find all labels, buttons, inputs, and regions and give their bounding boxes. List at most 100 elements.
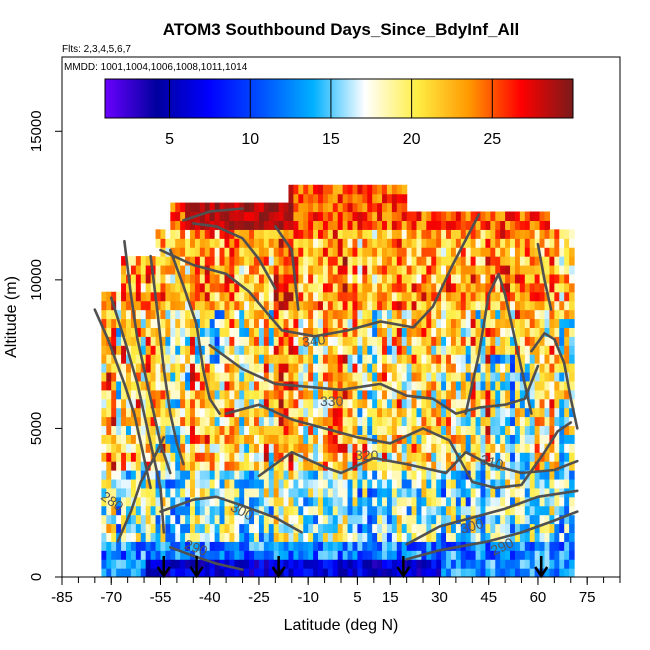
heatmap-cell bbox=[313, 398, 319, 409]
heatmap-cell bbox=[436, 336, 442, 346]
heatmap-cell bbox=[150, 532, 157, 542]
heatmap-cell bbox=[204, 425, 211, 435]
heatmap-cell bbox=[170, 487, 176, 498]
heatmap-cell bbox=[268, 434, 275, 444]
heatmap-cell bbox=[539, 532, 546, 542]
heatmap-cell bbox=[342, 300, 349, 311]
heatmap-cell bbox=[436, 371, 442, 382]
heatmap-cell bbox=[121, 443, 127, 453]
heatmap-cell bbox=[352, 443, 359, 453]
heatmap-cell bbox=[342, 523, 349, 534]
heatmap-cell bbox=[514, 505, 521, 516]
heatmap-cell bbox=[431, 550, 437, 560]
heatmap-cell bbox=[416, 514, 423, 525]
heatmap-cell bbox=[539, 541, 546, 551]
heatmap-cell bbox=[298, 193, 304, 204]
heatmap-cell bbox=[342, 318, 349, 328]
heatmap-cell bbox=[480, 291, 487, 302]
heatmap-cell bbox=[406, 336, 413, 346]
heatmap-cell bbox=[254, 354, 260, 364]
heatmap-cell bbox=[337, 220, 344, 230]
heatmap-cell bbox=[219, 487, 226, 498]
heatmap-cell bbox=[495, 265, 501, 275]
heatmap-cell bbox=[401, 425, 408, 435]
heatmap-cell bbox=[455, 568, 462, 577]
heatmap-cell bbox=[170, 327, 176, 337]
heatmap-cell bbox=[313, 389, 319, 400]
heatmap-cell bbox=[500, 336, 506, 346]
heatmap-cell bbox=[436, 514, 442, 525]
heatmap-cell bbox=[258, 363, 265, 373]
heatmap-cell bbox=[293, 336, 299, 346]
heatmap-cell bbox=[327, 229, 334, 239]
heatmap-cell bbox=[322, 184, 329, 195]
heatmap-cell bbox=[554, 434, 560, 444]
heatmap-cell bbox=[185, 568, 191, 577]
heatmap-cell bbox=[391, 514, 398, 525]
heatmap-cell bbox=[519, 487, 526, 498]
heatmap-cell bbox=[194, 265, 201, 275]
heatmap-cell bbox=[539, 309, 546, 320]
heatmap-cell bbox=[569, 416, 575, 427]
heatmap-cell bbox=[258, 380, 265, 391]
heatmap-cell bbox=[244, 273, 250, 284]
heatmap-cell bbox=[475, 461, 482, 471]
heatmap-cell bbox=[308, 265, 314, 275]
heatmap-cell bbox=[505, 273, 511, 284]
heatmap-cell bbox=[549, 389, 555, 400]
heatmap-cell bbox=[480, 300, 487, 311]
heatmap-cell bbox=[519, 461, 526, 471]
heatmap-cell bbox=[332, 496, 339, 507]
heatmap-cell bbox=[564, 229, 570, 239]
heatmap-cell bbox=[450, 523, 457, 534]
heatmap-cell bbox=[549, 345, 555, 355]
heatmap-cell bbox=[475, 256, 482, 266]
heatmap-cell bbox=[234, 202, 240, 213]
heatmap-cell bbox=[505, 478, 511, 489]
heatmap-cell bbox=[426, 461, 432, 471]
heatmap-cell bbox=[130, 568, 137, 577]
heatmap-cell bbox=[455, 425, 462, 435]
heatmap-cell bbox=[273, 265, 280, 275]
heatmap-cell bbox=[554, 541, 560, 551]
heatmap-cell bbox=[298, 478, 304, 489]
heatmap-cell bbox=[549, 532, 555, 542]
heatmap-cell bbox=[559, 541, 565, 551]
heatmap-cell bbox=[367, 220, 373, 230]
contour-line-300 bbox=[159, 495, 303, 534]
contour-label-340: 340 bbox=[301, 331, 327, 350]
heatmap-cell bbox=[185, 309, 191, 320]
heatmap-cell bbox=[303, 443, 309, 453]
heatmap-cell bbox=[519, 363, 526, 373]
x-tick-label: 15 bbox=[382, 589, 399, 606]
heatmap-cell bbox=[362, 514, 368, 525]
heatmap-cell bbox=[362, 470, 368, 480]
heatmap-cell bbox=[480, 559, 487, 569]
heatmap-cell bbox=[347, 345, 354, 355]
heatmap-cell bbox=[313, 470, 319, 480]
heatmap-cell bbox=[559, 496, 565, 507]
heatmap-cell bbox=[559, 452, 565, 462]
heatmap-cell bbox=[303, 300, 309, 311]
heatmap-cell bbox=[150, 425, 157, 435]
heatmap-cell bbox=[549, 425, 555, 435]
contour-line bbox=[149, 254, 185, 466]
heatmap-cell bbox=[165, 282, 171, 293]
heatmap-cell bbox=[342, 309, 349, 320]
heatmap-cell bbox=[199, 336, 206, 346]
heatmap-cell bbox=[514, 211, 521, 222]
heatmap-cell bbox=[263, 363, 270, 373]
heatmap-cell bbox=[524, 327, 531, 337]
heatmap-cell bbox=[313, 532, 319, 542]
heatmap-cell bbox=[377, 282, 383, 293]
heatmap-cell bbox=[490, 568, 496, 577]
heatmap-cell bbox=[313, 291, 319, 302]
heatmap-cell bbox=[534, 434, 541, 444]
heatmap-cell bbox=[180, 478, 186, 489]
heatmap-cell bbox=[155, 380, 162, 391]
heatmap-cell bbox=[391, 211, 398, 222]
heatmap-cell bbox=[436, 443, 442, 453]
heatmap-cell bbox=[426, 354, 432, 364]
heatmap-cell bbox=[258, 238, 265, 248]
heatmap-cell bbox=[219, 211, 226, 222]
